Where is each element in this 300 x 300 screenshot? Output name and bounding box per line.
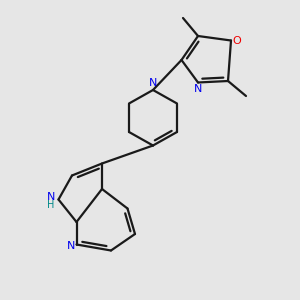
Text: N: N — [149, 78, 157, 88]
Text: N: N — [67, 241, 75, 251]
Text: H: H — [47, 200, 55, 210]
Text: N: N — [194, 83, 202, 94]
Text: O: O — [232, 35, 241, 46]
Text: N: N — [47, 192, 55, 202]
